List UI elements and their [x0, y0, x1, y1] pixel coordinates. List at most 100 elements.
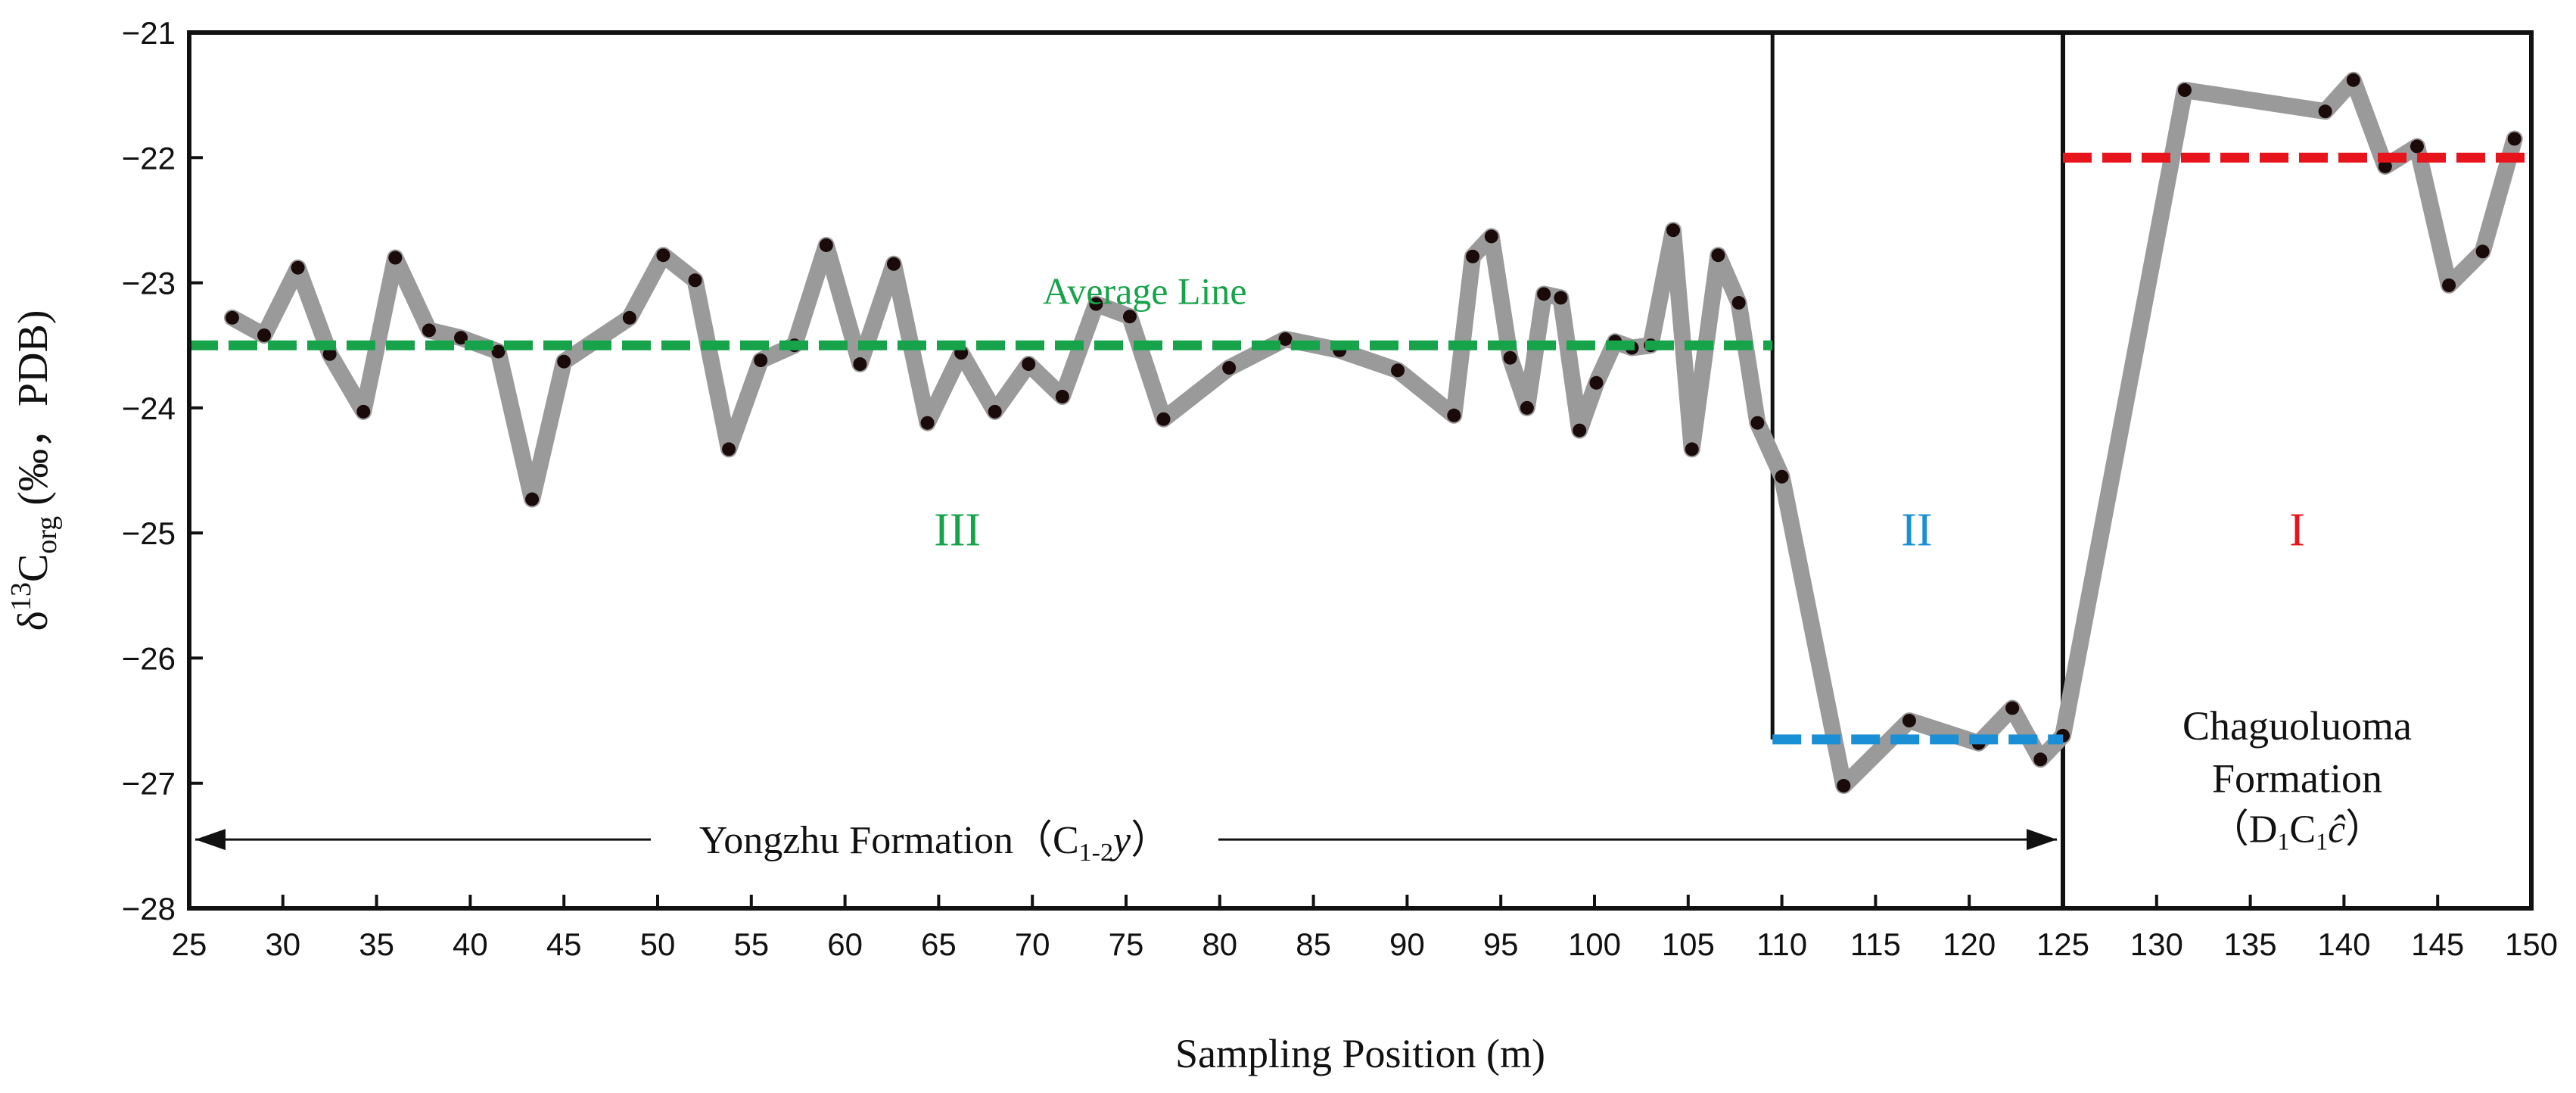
series-line: [223, 71, 2523, 795]
series-layer: [223, 71, 2523, 795]
data-point: [920, 416, 935, 430]
data-point: [1589, 375, 1604, 390]
data-point: [1775, 469, 1789, 484]
data-point: [225, 310, 239, 325]
data-point: [2410, 139, 2424, 154]
plot-frame: [187, 30, 2534, 911]
x-tick-label: 115: [1850, 926, 1901, 962]
data-point: [2033, 752, 2048, 767]
data-point: [557, 354, 571, 369]
x-tick-label: 75: [1109, 926, 1144, 962]
y-tick-label: −25: [122, 515, 176, 551]
data-point: [988, 404, 1002, 419]
data-point: [1711, 248, 1725, 263]
chaguoluoma-symbol: （D1C1ĉ）: [2210, 808, 2385, 855]
stage-II-label: II: [1901, 505, 1932, 556]
data-point: [388, 251, 403, 265]
yongzhu-symbol: C: [1053, 819, 1079, 862]
yongzhu-formation-arrow: [195, 829, 2057, 851]
y-tick-label: −26: [122, 640, 176, 676]
x-tick-label: 25: [172, 926, 207, 962]
x-tick-label: 60: [827, 926, 863, 962]
y-tick-label: −21: [122, 15, 176, 51]
y-axis-title: δ13Corg (‰，PDB): [5, 310, 63, 631]
data-point: [356, 404, 371, 419]
data-point: [1750, 416, 1765, 430]
data-point: [1089, 297, 1103, 311]
x-tick-label: 65: [921, 926, 957, 962]
yongzhu-name: Yongzhu Formation: [699, 819, 1013, 862]
x-tick-label: 145: [2411, 926, 2464, 962]
x-tick-label: 120: [1943, 926, 1996, 962]
y-tick-label: −24: [122, 391, 176, 426]
data-point: [491, 344, 506, 359]
data-point: [1022, 357, 1036, 372]
data-point: [1278, 332, 1293, 346]
stage-I-label: I: [2289, 505, 2305, 556]
data-point: [322, 347, 337, 361]
y-tick-label: −22: [122, 140, 176, 176]
x-tick-label: 110: [1756, 926, 1807, 962]
x-tick-label: 105: [1662, 926, 1715, 962]
x-tick-label: 35: [359, 926, 394, 962]
x-tick-label: 125: [2036, 926, 2089, 962]
data-point: [1466, 249, 1480, 263]
yongzhu-symbol-sub: 1-2: [1079, 839, 1113, 867]
x-tick-label: 140: [2317, 926, 2370, 962]
x-tick-label: 130: [2130, 926, 2183, 962]
data-point: [422, 323, 436, 338]
data-point: [1055, 389, 1069, 403]
average-line-label: Average Line: [1043, 270, 1247, 313]
chart-guides: [1770, 33, 2065, 908]
x-tick-label: 100: [1568, 926, 1621, 962]
data-point: [2378, 159, 2392, 173]
axes: 25 30 35 40 45 50 55 60 65 70 75 80 85 90 95 100 105 110 1…: [122, 15, 2558, 962]
data-point: [1573, 423, 1587, 438]
data-point: [1156, 412, 1171, 426]
data-point: [257, 328, 272, 342]
data-point: [2318, 104, 2332, 119]
data-point: [2005, 701, 2020, 715]
data-point: [1484, 229, 1498, 244]
arrow-head-right: [2027, 829, 2057, 851]
data-point: [1554, 291, 1568, 305]
yongzhu-formation-label: Yongzhu Formation（C1-2y）: [699, 819, 1170, 867]
data-point: [622, 310, 636, 325]
data-point: [291, 260, 305, 275]
x-tick-label: 90: [1389, 926, 1425, 962]
yongzhu-symbol-tail: y: [1109, 819, 1131, 862]
data-point: [1391, 363, 1405, 378]
data-point: [1503, 350, 1517, 365]
x-tick-label: 30: [265, 926, 300, 962]
data-point: [819, 238, 833, 252]
data-point: [1666, 223, 1680, 238]
data-point: [853, 357, 867, 372]
y-tick-label: −23: [122, 266, 176, 301]
data-point: [2346, 73, 2360, 87]
average-lines: [189, 152, 2531, 745]
data-point: [656, 248, 670, 263]
data-point: [754, 353, 768, 368]
chaguoluoma-name-line2: Formation: [2212, 755, 2382, 801]
data-point: [722, 442, 736, 456]
data-point: [1447, 408, 1461, 422]
data-point: [688, 273, 702, 288]
stage-III-label: III: [934, 505, 981, 556]
x-tick-label: 80: [1202, 926, 1237, 962]
data-point: [1837, 779, 1851, 793]
x-tick-label: 50: [640, 926, 676, 962]
x-tick-label: 70: [1015, 926, 1050, 962]
data-point: [1731, 296, 1746, 310]
data-point: [454, 331, 468, 345]
data-point: [1537, 287, 1551, 301]
x-tick-label: 45: [546, 926, 582, 962]
arrow-head-left: [195, 829, 226, 851]
data-point: [1685, 442, 1699, 456]
data-point: [2442, 278, 2456, 292]
data-point: [2177, 83, 2192, 98]
data-point: [886, 257, 901, 271]
y-tick-label: −28: [122, 891, 176, 926]
chaguoluoma-name-line1: Chaguoluoma: [2182, 703, 2412, 749]
x-tick-label: 40: [453, 926, 488, 962]
